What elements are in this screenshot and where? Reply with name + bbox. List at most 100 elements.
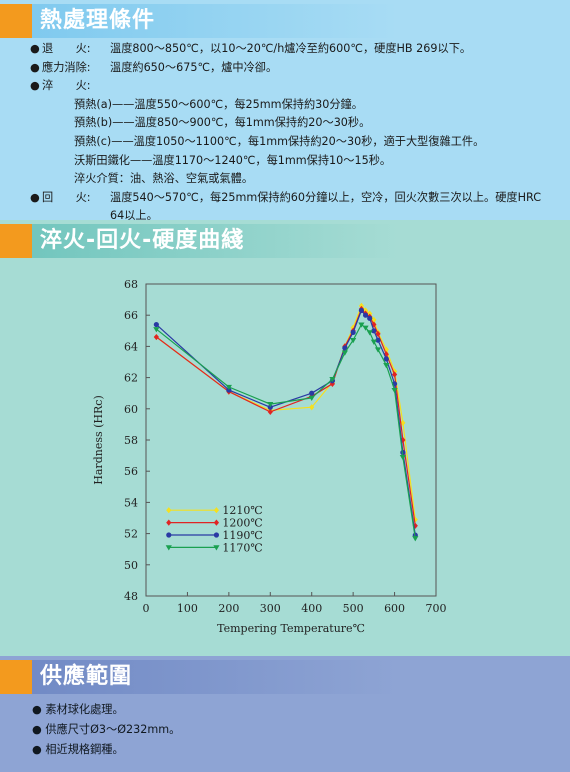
data-point <box>375 337 381 343</box>
x-tick-label: 500 <box>343 602 364 615</box>
x-axis-ticks: 0 100 200 300 400 500 600 700 <box>143 592 447 615</box>
data-point <box>371 328 377 334</box>
bullet: ● <box>30 190 40 204</box>
bullet: ● <box>30 42 40 55</box>
supply-list: ● 素材球化處理。 ● 供應尺寸Ø3～Ø232mm。 ● 相近規格鋼種。 <box>32 700 180 760</box>
data-point <box>371 316 377 323</box>
legend-label: 1200℃ <box>222 517 262 530</box>
legend-marker <box>166 507 172 514</box>
list-item: 預熱(a)——溫度550～600℃，每25mm保持約30分鐘。 <box>30 96 560 115</box>
list-item: ● 應力消除: 溫度約650～675℃，爐中冷卻。 <box>30 59 560 78</box>
curve-title: 淬火-回火-硬度曲綫 <box>40 228 245 253</box>
data-point <box>412 536 419 542</box>
item-value: 預熱(b)——溫度850～900℃，每1mm保持約20～30秒。 <box>74 116 371 130</box>
bullet: ● <box>32 723 42 736</box>
data-point <box>391 387 398 394</box>
item-value: 預熱(a)——溫度550～600℃，每25mm保持約30分鐘。 <box>74 97 363 111</box>
list-item: ● 供應尺寸Ø3～Ø232mm。 <box>32 720 180 740</box>
data-point <box>153 321 159 328</box>
data-point <box>383 356 389 362</box>
x-tick-label: 400 <box>301 602 322 615</box>
data-point <box>226 387 232 393</box>
data-point <box>370 339 377 345</box>
list-item: ● 退 火: 溫度800～850℃，以10～20℃/h爐冷至約600℃，硬度HB… <box>30 40 560 59</box>
list-item: 預熱(c)——溫度1050～1100℃，每1mm保持約20～30秒，適于大型復雜… <box>30 133 560 152</box>
data-point <box>267 402 274 408</box>
x-axis-label: Tempering Temperature℃ <box>217 622 365 635</box>
heat-treatment-list: ● 退 火: 溫度800～850℃，以10～20℃/h爐冷至約600℃，硬度HB… <box>30 40 560 226</box>
legend-label: 1190℃ <box>222 529 262 542</box>
item-value: 預熱(c)——溫度1050～1100℃，每1mm保持約20～30秒，適于大型復雜… <box>74 134 485 148</box>
series-1170℃ <box>153 322 419 542</box>
x-tick-label: 300 <box>260 602 281 615</box>
supply-section: 供應範圍 ● 素材球化處理。 ● 供應尺寸Ø3～Ø232mm。 ● 相近規格鋼種… <box>0 656 570 772</box>
list-item: ● 淬 火: <box>30 77 560 96</box>
y-tick-label: 68 <box>124 278 138 291</box>
data-point <box>375 330 381 338</box>
y-tick-label: 64 <box>124 340 138 353</box>
item-label: 淬 火: <box>42 79 91 93</box>
item-value: 溫度約650～675℃，爐中冷卻。 <box>110 60 278 74</box>
item-label: 回 火: <box>42 190 91 204</box>
item-value: 淬火介質：油、熱浴、空氣或氣體。 <box>74 172 254 186</box>
supply-title: 供應範圍 <box>40 664 133 689</box>
data-point <box>399 455 406 461</box>
data-point <box>342 345 348 351</box>
chart-panel: 48 50 52 54 56 58 60 62 64 66 68 0 100 200 300 400 500 6… <box>88 272 486 646</box>
list-item: 淬火介質：油、熱浴、空氣或氣體。 <box>30 170 560 189</box>
legend-label: 1170℃ <box>222 541 262 554</box>
y-tick-label: 60 <box>124 403 138 416</box>
x-tick-label: 700 <box>426 602 447 615</box>
heat-treatment-header: 熱處理條件 <box>0 4 570 38</box>
y-tick-label: 52 <box>124 528 138 541</box>
y-tick-label: 58 <box>124 434 138 447</box>
x-tick-label: 600 <box>384 602 405 615</box>
supply-header: 供應範圍 <box>0 660 570 694</box>
bullet: ● <box>30 79 40 93</box>
legend-label: 1210℃ <box>222 504 262 517</box>
series-line <box>156 304 416 520</box>
data-point <box>341 350 348 356</box>
data-point <box>225 384 232 391</box>
x-tick-label: 0 <box>143 602 150 615</box>
supply-accent <box>0 660 32 694</box>
data-point <box>383 363 390 369</box>
series-layer <box>153 302 419 542</box>
heat-treatment-accent <box>0 4 32 38</box>
list-item: ● 回 火: 溫度540～570℃，每25mm保持約60分鐘以上，空冷，回火次數… <box>30 189 560 226</box>
heat-treatment-title: 熱處理條件 <box>40 8 156 33</box>
bullet: ● <box>32 743 42 756</box>
list-item: ● 相近規格鋼種。 <box>32 740 180 760</box>
supply-text: 素材球化處理。 <box>45 703 124 716</box>
list-item: ● 素材球化處理。 <box>32 700 180 720</box>
y-tick-label: 66 <box>124 309 138 322</box>
data-point <box>358 322 365 328</box>
data-point <box>362 312 369 318</box>
legend-marker <box>213 545 220 551</box>
curve-accent <box>0 224 32 258</box>
data-point <box>358 307 365 314</box>
item-label: 應力消除: <box>42 60 91 74</box>
y-axis-label: Hardness (HRc) <box>92 395 105 484</box>
item-value: 溫度540～570℃，每25mm保持約60分鐘以上，空冷，回火次數三次以上。硬度… <box>110 190 542 223</box>
data-point <box>267 404 273 410</box>
legend-entry: 1170℃ <box>165 541 263 554</box>
legend-entry: 1190℃ <box>166 529 263 542</box>
hardness-chart: 48 50 52 54 56 58 60 62 64 66 68 0 100 200 300 400 500 6… <box>92 278 447 635</box>
data-point <box>309 404 315 411</box>
supply-text: 供應尺寸Ø3～Ø232mm。 <box>45 723 181 736</box>
data-point <box>350 324 356 331</box>
data-point <box>374 347 382 353</box>
item-value: 沃斯田鐵化——溫度1170～1240℃，每1mm保持10～15秒。 <box>74 153 392 167</box>
y-tick-label: 62 <box>124 372 138 385</box>
legend-marker <box>166 532 172 538</box>
data-point <box>367 315 373 321</box>
supply-text: 相近規格鋼種。 <box>45 743 124 756</box>
series-line <box>155 309 416 536</box>
data-point <box>350 329 356 335</box>
curve-header: 淬火-回火-硬度曲綫 <box>0 224 570 258</box>
data-point <box>308 395 315 401</box>
y-tick-label: 56 <box>124 465 138 478</box>
item-value: 溫度800～850℃，以10～20℃/h爐冷至約600℃，硬度HB 269以下。 <box>110 42 472 55</box>
list-item: 預熱(b)——溫度850～900℃，每1mm保持約20～30秒。 <box>30 114 560 133</box>
